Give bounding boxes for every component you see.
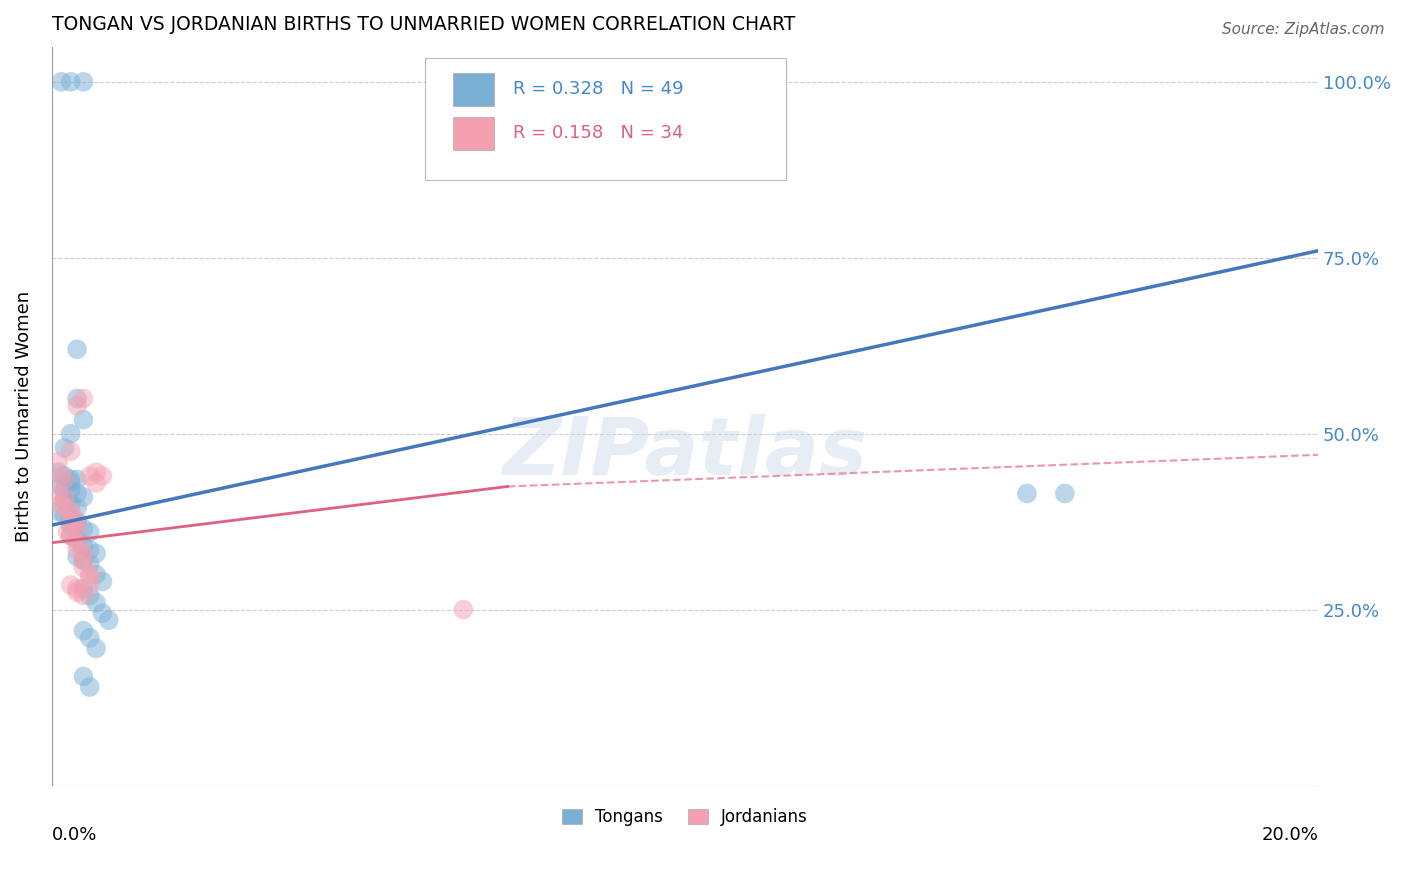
Point bbox=[59, 508, 82, 522]
Point bbox=[66, 500, 89, 515]
Point bbox=[59, 578, 82, 592]
Point bbox=[79, 557, 101, 571]
Point bbox=[66, 533, 89, 547]
Point bbox=[72, 75, 94, 89]
Point bbox=[66, 392, 89, 406]
Point bbox=[72, 490, 94, 504]
Point bbox=[66, 486, 89, 500]
Point bbox=[66, 549, 89, 564]
Point bbox=[84, 546, 107, 560]
Point bbox=[66, 585, 89, 599]
Point bbox=[59, 426, 82, 441]
Point bbox=[56, 525, 79, 540]
Point bbox=[53, 441, 76, 455]
Point bbox=[66, 399, 89, 413]
Point bbox=[51, 479, 73, 493]
Point bbox=[79, 567, 101, 582]
Point bbox=[84, 466, 107, 480]
Point bbox=[84, 596, 107, 610]
Point bbox=[79, 631, 101, 645]
Point bbox=[59, 529, 82, 543]
Text: R = 0.158   N = 34: R = 0.158 N = 34 bbox=[513, 125, 683, 143]
Bar bbox=[453, 117, 494, 150]
Point bbox=[66, 522, 89, 536]
Point bbox=[97, 613, 120, 627]
Point bbox=[66, 515, 89, 529]
Point bbox=[59, 518, 82, 533]
Point bbox=[84, 641, 107, 656]
Point bbox=[91, 574, 114, 589]
Point bbox=[84, 475, 107, 490]
Point bbox=[53, 472, 76, 486]
Point bbox=[72, 522, 94, 536]
Point bbox=[53, 483, 76, 497]
Point bbox=[59, 497, 82, 511]
Point bbox=[91, 469, 114, 483]
Point bbox=[72, 412, 94, 426]
Point bbox=[66, 535, 89, 549]
Point bbox=[79, 578, 101, 592]
FancyBboxPatch shape bbox=[426, 58, 786, 179]
Point bbox=[53, 508, 76, 522]
Point bbox=[453, 602, 475, 616]
Point bbox=[46, 504, 69, 518]
Point bbox=[72, 624, 94, 638]
Legend: Tongans, Jordanians: Tongans, Jordanians bbox=[555, 801, 814, 832]
Point bbox=[72, 553, 94, 567]
Point bbox=[72, 669, 94, 683]
Point bbox=[79, 680, 101, 694]
Point bbox=[59, 511, 82, 525]
Point bbox=[59, 504, 82, 518]
Point bbox=[72, 553, 94, 567]
Point bbox=[46, 466, 69, 480]
Point bbox=[66, 582, 89, 596]
Point bbox=[79, 525, 101, 540]
Point bbox=[72, 589, 94, 603]
Point bbox=[72, 582, 94, 596]
Point bbox=[53, 500, 76, 515]
Point bbox=[59, 518, 82, 533]
Point bbox=[59, 483, 82, 497]
Point bbox=[53, 469, 76, 483]
Text: 20.0%: 20.0% bbox=[1261, 826, 1319, 844]
Point bbox=[66, 542, 89, 557]
Text: TONGAN VS JORDANIAN BIRTHS TO UNMARRIED WOMEN CORRELATION CHART: TONGAN VS JORDANIAN BIRTHS TO UNMARRIED … bbox=[52, 15, 796, 34]
Point bbox=[66, 472, 89, 486]
Point bbox=[51, 75, 73, 89]
Point bbox=[66, 343, 89, 357]
Point bbox=[46, 486, 69, 500]
Point bbox=[84, 567, 107, 582]
Text: 0.0%: 0.0% bbox=[52, 826, 97, 844]
Point bbox=[72, 560, 94, 574]
Point bbox=[91, 606, 114, 620]
Point bbox=[79, 571, 101, 585]
Text: R = 0.328   N = 49: R = 0.328 N = 49 bbox=[513, 80, 683, 98]
Point bbox=[59, 75, 82, 89]
Point bbox=[72, 546, 94, 560]
Point bbox=[79, 589, 101, 603]
Point bbox=[59, 475, 82, 490]
Point bbox=[72, 539, 94, 553]
Bar bbox=[453, 72, 494, 106]
Point bbox=[1053, 486, 1076, 500]
Point bbox=[46, 455, 69, 469]
Text: Source: ZipAtlas.com: Source: ZipAtlas.com bbox=[1222, 22, 1385, 37]
Point bbox=[72, 392, 94, 406]
Point bbox=[59, 444, 82, 458]
Point bbox=[59, 529, 82, 543]
Point bbox=[1015, 486, 1038, 500]
Point bbox=[79, 542, 101, 557]
Text: ZIPatlas: ZIPatlas bbox=[502, 414, 868, 492]
Point bbox=[51, 497, 73, 511]
Point bbox=[59, 472, 82, 486]
Point bbox=[66, 515, 89, 529]
Point bbox=[79, 469, 101, 483]
Point bbox=[53, 490, 76, 504]
Point bbox=[51, 469, 73, 483]
Point bbox=[53, 493, 76, 508]
Y-axis label: Births to Unmarried Women: Births to Unmarried Women bbox=[15, 291, 32, 541]
